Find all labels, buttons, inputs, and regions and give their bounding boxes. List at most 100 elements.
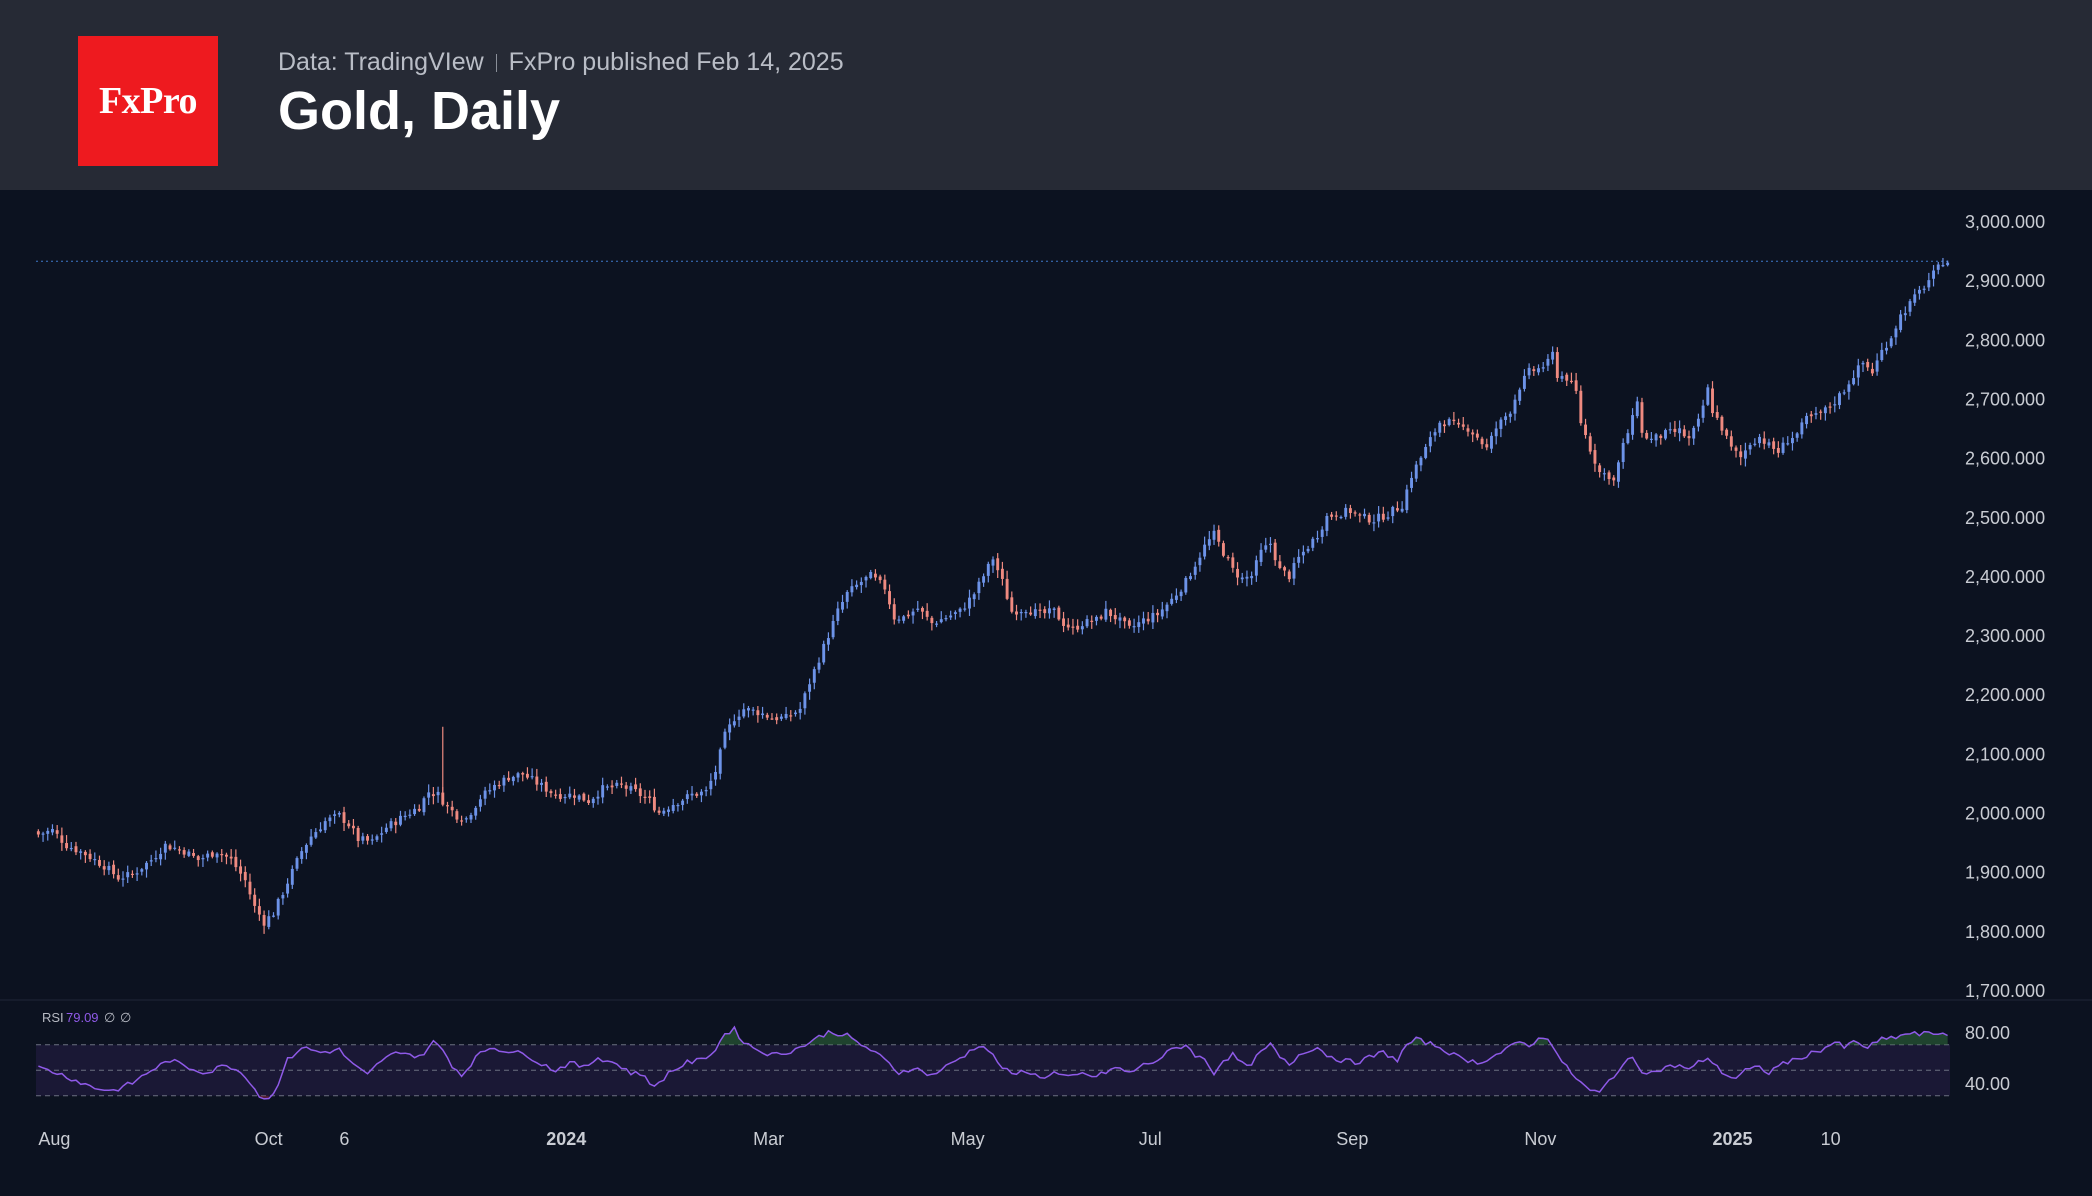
candle-up xyxy=(403,811,407,821)
candle-body xyxy=(1875,360,1879,372)
candle-body xyxy=(803,693,807,709)
candle-body xyxy=(1602,473,1606,475)
candle-down xyxy=(1066,618,1070,631)
candle-body xyxy=(991,559,995,566)
candle-body xyxy=(163,843,167,853)
candle-body xyxy=(309,836,313,845)
candle-body xyxy=(135,873,139,875)
candle-body xyxy=(1852,378,1856,385)
candle-down xyxy=(1485,438,1489,451)
candle-body xyxy=(168,845,172,850)
candle-up xyxy=(502,775,506,792)
candle-body xyxy=(1541,367,1545,369)
candle-up xyxy=(1626,429,1630,445)
candle-body xyxy=(74,846,78,853)
candle-up xyxy=(1838,391,1841,410)
candle-down xyxy=(1273,538,1277,566)
candle-body xyxy=(577,795,581,800)
candle-body xyxy=(605,786,609,788)
candle-up xyxy=(1664,428,1667,441)
candle-up xyxy=(1207,531,1211,551)
candle-up xyxy=(540,778,543,792)
candle-up xyxy=(812,666,816,690)
candle-body xyxy=(1932,270,1935,279)
candle-body xyxy=(699,791,703,796)
candle-down xyxy=(1015,604,1018,621)
price-tick-label: 1,800.000 xyxy=(1965,922,2045,942)
candle-body xyxy=(540,782,543,785)
candle-body xyxy=(1781,442,1785,453)
candle-body xyxy=(1480,438,1484,445)
candle-body xyxy=(765,714,769,718)
candle-down xyxy=(1278,555,1282,570)
candle-body xyxy=(257,906,261,915)
candle-up xyxy=(107,861,111,875)
candle-body xyxy=(427,792,431,798)
candle-body xyxy=(1000,568,1004,579)
candle-body xyxy=(1395,508,1399,511)
candle-down xyxy=(1579,385,1583,426)
candle-up xyxy=(1508,411,1512,423)
candle-body xyxy=(1833,404,1837,406)
price-tick-label: 2,200.000 xyxy=(1965,685,2045,705)
candle-up xyxy=(314,828,318,839)
candle-body xyxy=(1066,624,1070,628)
candle-body xyxy=(1715,412,1719,418)
candle-down xyxy=(1005,570,1009,601)
candle-down xyxy=(1819,409,1823,420)
candle-up xyxy=(601,777,605,804)
candle-up xyxy=(1894,325,1898,345)
candle-body xyxy=(629,786,633,791)
candle-up xyxy=(1861,360,1865,373)
candle-body xyxy=(1325,515,1329,531)
candle-body xyxy=(949,615,953,618)
candle-body xyxy=(873,573,877,578)
candle-body xyxy=(83,851,87,856)
candle-up xyxy=(483,786,487,806)
candle-up xyxy=(864,575,868,588)
candle-body xyxy=(1452,419,1456,422)
candle-body xyxy=(1913,294,1917,303)
candle-up xyxy=(516,771,520,783)
candle-up xyxy=(1537,364,1540,376)
rsi-overbought-fill xyxy=(1406,1037,1431,1045)
candle-body xyxy=(460,820,464,822)
candle-body xyxy=(1146,618,1150,622)
candle-up xyxy=(831,614,835,640)
rsi-pane: RSI 79.09 ∅ ∅ 80.00 40.00 xyxy=(0,999,2092,1100)
candle-down xyxy=(921,606,924,620)
candle-up xyxy=(963,602,967,612)
candle-down xyxy=(1555,347,1559,382)
candle-down xyxy=(1673,420,1677,437)
candle-body xyxy=(1062,618,1065,626)
candle-body xyxy=(290,868,294,885)
candle-down xyxy=(60,827,64,851)
candle-body xyxy=(897,619,901,621)
candle-body xyxy=(751,709,755,711)
candle-body xyxy=(718,749,722,774)
candle-body xyxy=(446,805,449,807)
candle-up xyxy=(408,809,412,819)
candle-body xyxy=(737,716,741,721)
candle-up xyxy=(1240,572,1244,584)
candle-up xyxy=(1617,460,1620,488)
candle-body xyxy=(1762,438,1766,444)
candle-body xyxy=(1927,280,1931,288)
candle-down xyxy=(1480,436,1484,449)
candle-up xyxy=(1560,371,1564,383)
candle-down xyxy=(624,781,628,797)
candle-body xyxy=(1250,576,1254,579)
candle-body xyxy=(1306,548,1310,552)
candle-body xyxy=(370,839,374,841)
candle-body xyxy=(1823,407,1827,414)
candle-up xyxy=(723,728,727,750)
candle-down xyxy=(1348,504,1352,519)
candle-body xyxy=(826,638,830,645)
candle-body xyxy=(845,591,849,602)
candle-body xyxy=(1363,513,1366,517)
candle-body xyxy=(281,895,285,899)
candle-up xyxy=(859,577,863,593)
candle-body xyxy=(1461,424,1465,427)
candle-up xyxy=(427,784,431,806)
candle-body xyxy=(234,856,238,868)
